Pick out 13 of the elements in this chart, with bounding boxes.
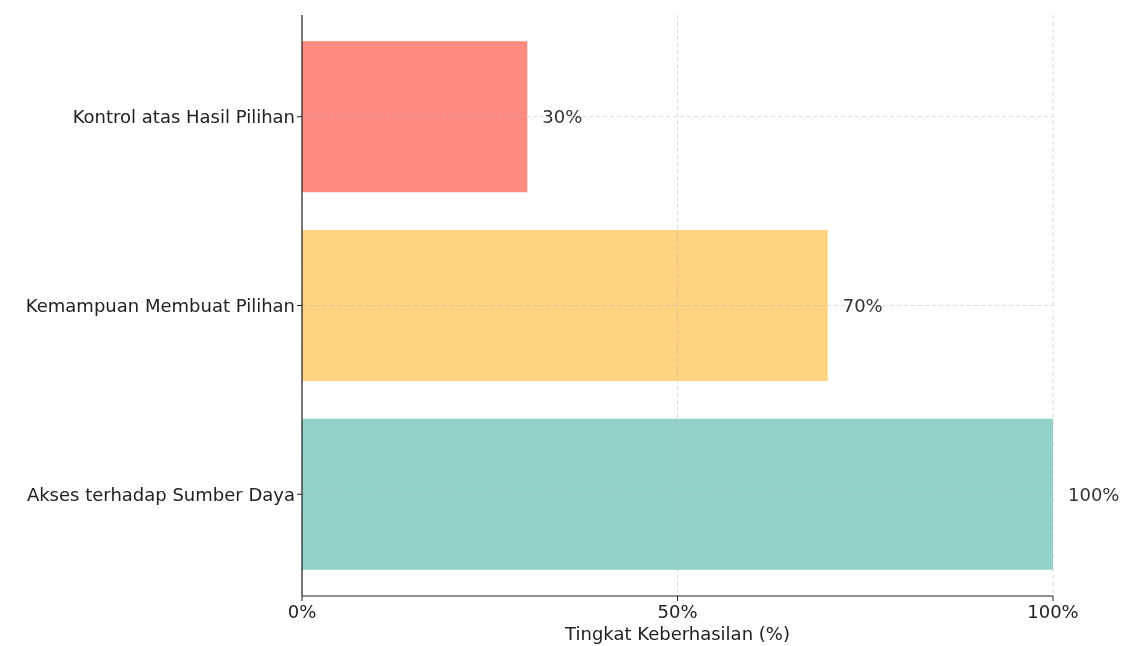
bar — [302, 418, 1053, 570]
y-tick-label: Kontrol atas Hasil Pilihan — [72, 106, 295, 128]
x-tick-label: 0% — [287, 601, 317, 622]
bar — [302, 230, 828, 381]
x-tick-label: 100% — [1027, 601, 1079, 622]
y-tick-label: Akses terhadap Sumber Daya — [26, 483, 295, 505]
bar — [302, 41, 528, 193]
data-label: 70% — [842, 294, 883, 316]
x-tick-label: 50% — [657, 601, 698, 622]
x-axis-title: Tingkat Keberhasilan (%) — [564, 623, 790, 644]
y-tick-label: Kemampuan Membuat Pilihan — [25, 294, 295, 316]
data-label: 100% — [1068, 483, 1120, 505]
data-label: 30% — [542, 106, 583, 128]
